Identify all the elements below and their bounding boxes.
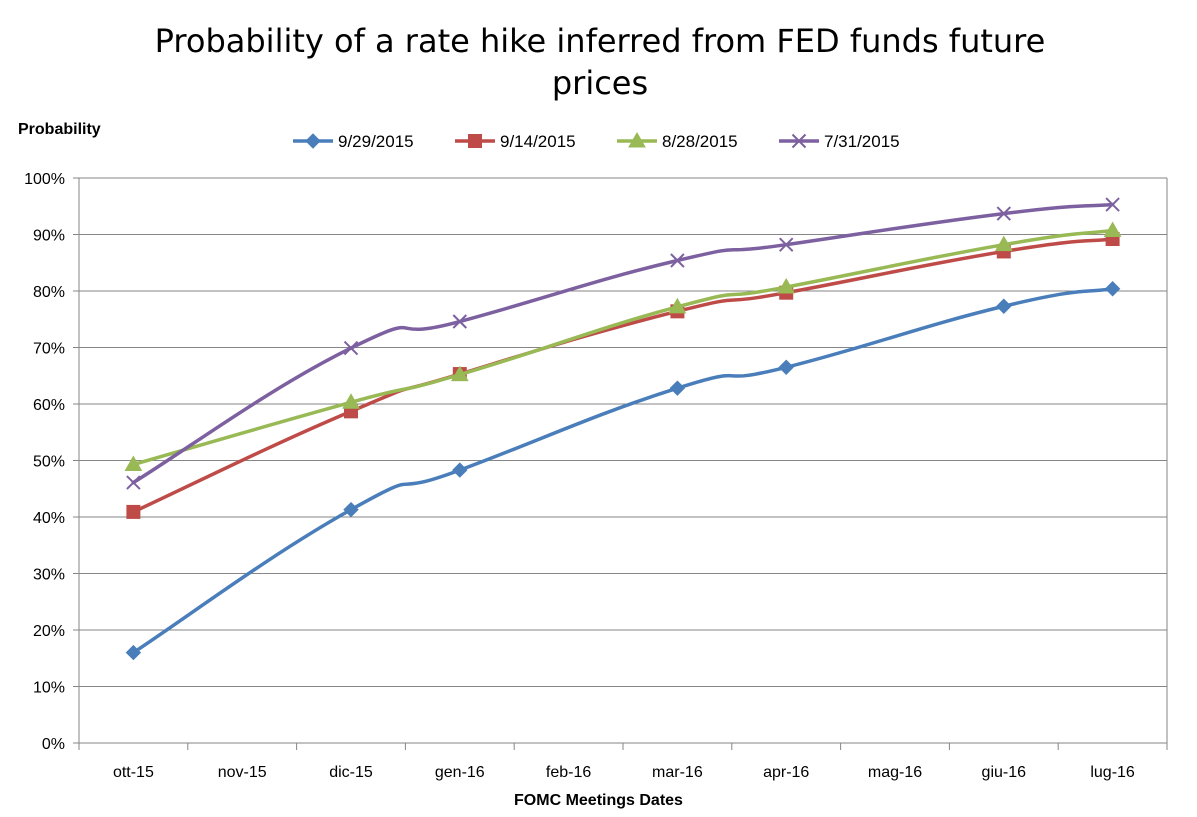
marker-stroke [791,133,807,149]
x-tick-label: feb-16 [546,764,591,781]
y-tick-label: 40% [33,510,65,527]
x-tick-label: dic-15 [329,764,373,781]
data-point [126,475,141,490]
marker-stroke [343,340,359,356]
data-point [342,393,360,409]
data-point [1103,221,1122,238]
legend-entry: 8/28/2015 [617,131,738,151]
data-point [343,340,359,356]
y-tick-label: 30% [33,567,65,584]
marker-stroke [670,253,685,268]
series-8-28-2015 [124,221,1122,471]
x-tick-label: giu-16 [982,764,1027,781]
y-tick-label: 0% [42,736,65,753]
data-point [778,359,794,375]
legend-entry: 9/29/2015 [293,132,414,151]
y-tick-label: 100% [24,171,65,188]
series-line [131,202,1115,485]
series-line [131,237,1115,514]
y-tick-label: 80% [33,284,65,301]
data-point [125,644,142,661]
data-point [778,237,794,252]
series-line [131,286,1115,655]
chart-title: Probability of a rate hike inferred from… [154,22,1046,102]
legend-label: 8/28/2015 [662,132,738,151]
data-point [996,298,1012,314]
y-tick-label: 10% [33,680,65,697]
x-axis-title: FOMC Meetings Dates [514,792,683,809]
series-7-31-2015 [126,197,1120,490]
data-point [452,462,468,478]
y-tick-label: 70% [33,341,65,358]
marker-stroke [996,206,1012,221]
legend-label: 9/14/2015 [500,132,576,151]
series-9-29-2015 [125,281,1121,661]
x-tick-label: mag-16 [868,764,922,781]
legend-label: 9/29/2015 [338,132,414,151]
x-tick-label: nov-15 [218,764,267,781]
data-point [124,455,143,471]
x-tick-label: gen-16 [435,764,485,781]
data-point [126,504,141,519]
legend-label: 7/31/2015 [824,132,900,151]
legend-marker [791,133,807,149]
marker-stroke [1105,197,1120,212]
legend-entry: 7/31/2015 [779,132,900,151]
data-point [452,314,468,329]
legend-entry: 9/14/2015 [455,132,576,151]
data-point [343,501,359,518]
data-point [996,206,1012,221]
data-point [1104,281,1121,297]
x-tick-label: ott-15 [113,764,154,781]
marker-stroke [126,475,141,490]
y-tick-label: 90% [33,228,65,245]
data-point [777,278,796,294]
x-tick-label: mar-16 [652,764,703,781]
data-point [450,365,469,382]
legend-marker [628,131,646,148]
data-point [994,235,1013,252]
y-axis-title: Probability [18,121,101,138]
x-tick-label: lug-16 [1090,764,1135,781]
data-point [1105,197,1120,212]
legend: 9/29/2015 9/14/2015 8/28/2015 7/31/2015 [293,131,900,151]
marker-stroke [778,237,794,252]
gridlines [79,177,1168,743]
y-tick-label: 20% [33,623,65,640]
axes: 0% 10% 20% 30% 40% 50% 60% 70% 80% 90% 100% ott-15 n… [24,171,1168,781]
legend-marker [305,133,321,149]
data-point [670,253,685,268]
x-tick-label: apr-16 [763,764,809,781]
y-tick-label: 50% [33,454,65,471]
data-point [669,380,686,396]
data-point [668,297,687,314]
marker-stroke [452,314,468,329]
legend-marker [468,134,482,148]
series-lines [124,197,1122,661]
y-tick-label: 60% [33,397,65,414]
